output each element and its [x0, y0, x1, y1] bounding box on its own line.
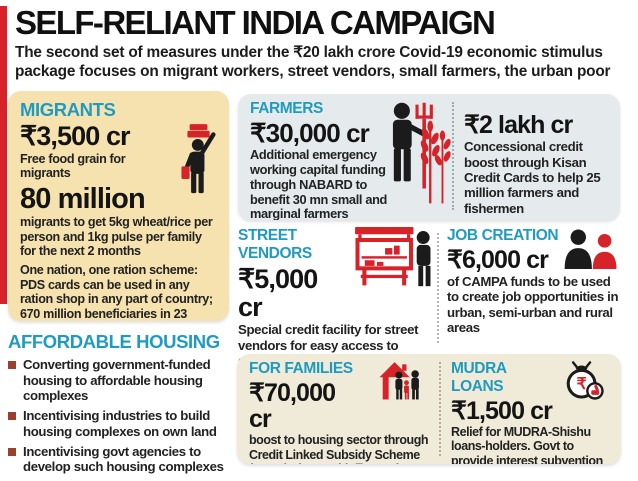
housing-bullet-3: Incentivising govt agencies to develop s… — [8, 444, 234, 475]
families-amount: ₹70,000 cr — [249, 378, 336, 434]
left-accent-bar — [0, 6, 7, 304]
migrant-icon — [181, 124, 216, 194]
workers-icon — [564, 229, 617, 269]
housing-title: AFFORDABLE HOUSING — [8, 331, 220, 352]
bullet-square-icon — [8, 412, 16, 421]
jobs-section: JOB CREATION ₹6,000 cr of CAMPA funds to… — [447, 227, 621, 335]
mudra-section: ₹ MUDRA LOANS ₹1,500 cr Relief for MUDRA… — [451, 360, 613, 464]
families-section: FOR FAMILIES ₹70,000 cr boost to housing… — [249, 360, 437, 464]
wheat-icon — [420, 120, 451, 204]
farmers-title: FARMERS — [250, 100, 323, 117]
farmers-amount: ₹30,000 cr — [250, 117, 370, 148]
page-subtitle: The second set of measures under the ₹20… — [15, 44, 611, 81]
dotted-divider — [437, 233, 439, 343]
housing-bullet-1: Converting government-funded housing to … — [8, 357, 234, 403]
scheme-label: One nation, one ration scheme: — [20, 263, 198, 278]
dotted-divider — [452, 102, 454, 210]
migrants-desc-1: Free food grain for migrants — [20, 151, 126, 181]
migrants-amount-2: 80 million — [20, 182, 146, 215]
housing-bullet-2: Incentivising industries to build housin… — [8, 408, 234, 439]
vendor-cart-icon — [355, 227, 431, 287]
bottom-section: FOR FAMILIES ₹70,000 cr boost to housing… — [237, 354, 621, 464]
housing-section: AFFORDABLE HOUSING Converting government… — [8, 331, 234, 479]
housing-bullet-text: Incentivising industries to build housin… — [23, 408, 217, 439]
migrants-section: MIGRANTS ₹3,500 cr Free food grain for m… — [8, 91, 229, 321]
mudra-amount: ₹1,500 cr — [451, 396, 553, 425]
families-desc: boost to housing sector through Credit L… — [249, 433, 437, 464]
jobs-desc: of CAMPA funds to be used to create job … — [447, 274, 619, 335]
money-bag-icon: ₹ — [566, 361, 604, 400]
jobs-amount: ₹6,000 cr — [447, 245, 549, 274]
housing-bullet-text: Converting government-funded housing to … — [23, 357, 211, 403]
farmers-section: FARMERS ₹30,000 cr Additional emergency … — [238, 94, 620, 220]
vendors-amount: ₹5,000 cr — [238, 263, 318, 322]
farmers-left-column: FARMERS ₹30,000 cr Additional emergency … — [250, 100, 402, 220]
jobs-title: JOB CREATION — [447, 227, 559, 244]
bullet-square-icon — [8, 447, 16, 456]
page-title: SELF-RELIANT INDIA CAMPAIGN — [15, 4, 496, 41]
migrants-scheme: One nation, one ration scheme: PDS cards… — [20, 263, 217, 321]
vendors-title: STREET VENDORS — [238, 227, 312, 262]
bullet-square-icon — [8, 361, 16, 370]
dotted-divider — [439, 362, 441, 456]
migrants-amount-1: ₹3,500 cr — [20, 121, 131, 152]
housing-bullet-text: Incentivising govt agencies to develop s… — [23, 443, 224, 475]
kisan-credit-amount: ₹2 lakh cr — [464, 111, 573, 139]
farmers-right-column: ₹2 lakh cr Concessional credit boost thr… — [464, 110, 612, 216]
house-family-icon — [379, 362, 419, 400]
families-title: FOR FAMILIES — [249, 360, 353, 377]
kisan-credit-desc: Concessional credit boost through Kisan … — [464, 139, 601, 216]
farmers-desc: Additional emergency working capital fun… — [250, 147, 388, 220]
migrants-desc-2: migrants to get 5kg wheat/rice per perso… — [20, 215, 213, 259]
rupee-glyph: ₹ — [577, 376, 587, 393]
mudra-title: MUDRA LOANS — [451, 360, 507, 395]
migrants-title: MIGRANTS — [20, 99, 116, 120]
mudra-desc: Relief for MUDRA-Shishu loans-holders. G… — [451, 424, 603, 464]
scheme-text: PDS cards can be used in any ration shop… — [20, 277, 213, 321]
